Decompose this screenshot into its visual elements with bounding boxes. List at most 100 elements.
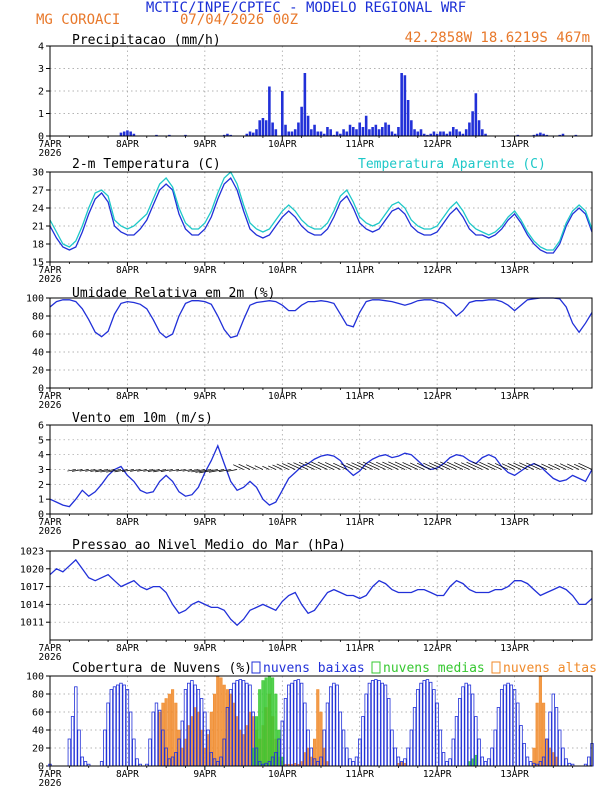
precip-bar <box>445 133 449 136</box>
cloud-bar-low <box>493 729 497 767</box>
pressure-year-label: 2026 <box>39 652 62 663</box>
clouds-xtick-label: 13APR <box>500 769 529 780</box>
wind-arrow <box>100 469 115 473</box>
wind-arrow <box>262 465 270 470</box>
wind-arrow <box>533 463 547 470</box>
cloud-bar-low <box>432 689 436 767</box>
clouds-title: Cobertura de Nuvens (%) <box>72 661 252 676</box>
wind-xtick-label: 9APR <box>193 517 216 528</box>
pressure-xtick-label: 13APR <box>500 643 529 654</box>
precip-bar <box>129 131 132 136</box>
temperature-xtick-label: 13APR <box>500 265 529 276</box>
precip-bar <box>426 134 429 136</box>
temperature-xtick-label: 9APR <box>193 265 216 276</box>
humidity-xtick-label: 13APR <box>500 391 529 402</box>
wind-arrow <box>245 464 257 470</box>
clouds-xtick-label: 7APR <box>39 769 62 780</box>
cloud-bar-low <box>419 682 423 767</box>
wind-arrow <box>356 461 373 470</box>
temperature-title: 2-m Temperatura (C) <box>72 157 221 172</box>
legend-mid-label: nuvens medias <box>383 661 485 676</box>
cloud-bar-low <box>516 702 520 767</box>
precip-xtick-label: 8APR <box>116 139 139 150</box>
precip-bar <box>435 133 439 136</box>
cloud-bar-low <box>116 684 120 767</box>
temperature-marks <box>49 170 593 254</box>
cloud-bar-low <box>428 681 433 767</box>
precip-bar <box>364 115 368 136</box>
temperature-xtick-label: 7APR <box>39 265 62 276</box>
precip-bar <box>274 129 278 136</box>
cloud-bar-high <box>535 702 539 767</box>
header-run: 07/04/2026 00Z <box>180 12 298 28</box>
wind-arrow <box>362 461 380 470</box>
cloud-bar-mid <box>261 680 265 767</box>
precip-bar <box>245 133 249 136</box>
wind-arrow <box>317 461 335 470</box>
wind-arrow <box>559 463 573 470</box>
cloud-bar-high <box>167 693 171 767</box>
temperature-xtick-label: 10APR <box>268 265 297 276</box>
wind-xtick-label: 7APR <box>39 517 62 528</box>
cloud-bar-low <box>503 684 507 767</box>
humidity-title: Umidade Relativa em 2m (%) <box>72 286 276 301</box>
precip-bar <box>248 131 252 136</box>
precip-ytick-label: 0 <box>38 132 44 143</box>
precip-xtick-label: 10APR <box>268 139 297 150</box>
precip-bar <box>371 127 374 136</box>
precip-bar <box>381 127 384 136</box>
wind-arrow <box>519 462 535 470</box>
wind-arrow <box>254 465 264 470</box>
cloud-bar-low <box>109 689 113 767</box>
wind-arrow <box>160 469 173 472</box>
cloud-bar-low <box>519 725 523 767</box>
cloud-bar-low <box>416 689 420 767</box>
clouds-ytick-label: 20 <box>32 744 44 755</box>
wind-arrow <box>479 461 496 470</box>
humidity-xtick-label: 11APR <box>345 391 374 402</box>
temperature-ytick-label: 15 <box>32 258 44 269</box>
cloud-bar-low <box>112 686 117 767</box>
cloud-bar-low <box>67 738 72 767</box>
wind-arrow <box>169 469 180 472</box>
wind-arrow <box>233 464 244 470</box>
cloud-bar-low <box>467 684 472 767</box>
cloud-bar-low <box>80 756 84 767</box>
wind-arrow <box>85 469 96 472</box>
cloud-bar-low <box>74 686 78 767</box>
precip-bar <box>397 127 400 136</box>
pressure-xtick-label: 7APR <box>39 643 62 654</box>
wind-frame <box>49 424 593 515</box>
header-coords: 42.2858W 18.6219S 467m <box>405 30 590 46</box>
clouds-ytick-label: 80 <box>32 690 44 701</box>
precip-bar <box>561 133 565 136</box>
precip-bar <box>539 132 542 136</box>
precip-bar <box>319 131 323 136</box>
wind-arrow <box>440 461 457 470</box>
cloud-bar-low <box>454 716 459 767</box>
wind-arrow <box>90 469 102 472</box>
wind-marks <box>49 444 593 508</box>
legend-mid-box <box>371 661 381 674</box>
precip-bar <box>355 129 358 136</box>
pressure-ytick-label: 1023 <box>20 547 44 558</box>
wind-arrow <box>310 461 328 470</box>
cloud-bar-low <box>522 743 526 767</box>
temperature-ytick-label: 24 <box>32 204 44 215</box>
precip-bar <box>410 120 413 136</box>
precip-bar <box>303 73 307 136</box>
precip-bar <box>400 73 403 136</box>
cloud-bar-mid <box>264 677 268 767</box>
precip-bar <box>461 133 465 136</box>
humidity-frame <box>49 297 593 389</box>
pressure-ytick-label: 1014 <box>20 600 44 611</box>
wind-ytick-label: 2 <box>38 480 44 491</box>
cloud-bar-low <box>345 747 349 767</box>
cloud-bar-high <box>538 675 542 767</box>
wind-arrow <box>428 462 444 470</box>
